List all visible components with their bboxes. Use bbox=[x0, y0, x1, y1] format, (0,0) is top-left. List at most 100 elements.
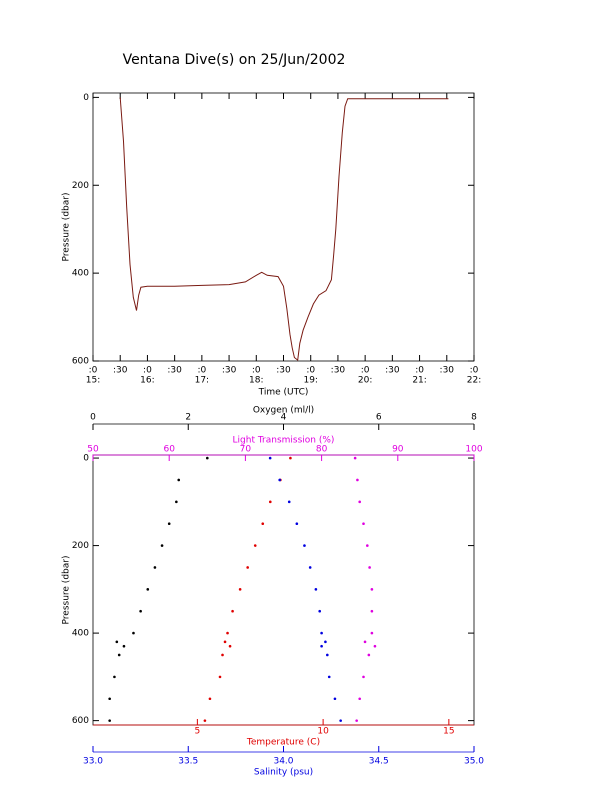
scatter-point bbox=[363, 640, 367, 644]
plot-frame bbox=[92, 92, 475, 362]
x-tick-label: :30 bbox=[113, 366, 128, 376]
x-tick-label: :0 bbox=[252, 366, 261, 376]
x-tick-hour-label: 19: bbox=[303, 376, 317, 386]
x-tick-label: :30 bbox=[276, 366, 291, 376]
scatter-point bbox=[203, 719, 207, 722]
scatter-point bbox=[231, 609, 234, 613]
x-tick-label: 35.0 bbox=[464, 757, 484, 767]
x-tick-label: 5 bbox=[194, 727, 200, 737]
x-tick-label: :30 bbox=[331, 366, 346, 376]
scatter-point bbox=[373, 644, 377, 648]
x-tick-label: 2 bbox=[185, 413, 191, 423]
x-axis-title: Light Transmission (%) bbox=[233, 436, 335, 446]
scatter-point bbox=[177, 478, 181, 482]
scatter-point bbox=[303, 544, 306, 547]
scatter-point bbox=[367, 653, 371, 657]
x-tick-hour-label: 16: bbox=[140, 376, 154, 386]
pressure-line bbox=[119, 97, 449, 362]
scatter-point bbox=[289, 456, 292, 460]
x-tick-label: :30 bbox=[440, 366, 455, 376]
x-tick-label: 6 bbox=[376, 413, 382, 423]
y-tick-label: 0 bbox=[83, 93, 89, 103]
scatter-point bbox=[358, 697, 362, 701]
scatter-point bbox=[318, 609, 321, 613]
scatter-point bbox=[139, 609, 142, 613]
x-tick-label: 34.0 bbox=[273, 757, 293, 767]
x-tick-label: 15 bbox=[443, 727, 454, 737]
scatter-point bbox=[314, 588, 318, 591]
x-tick-label: :0 bbox=[143, 366, 152, 376]
scatter-point bbox=[115, 640, 119, 644]
x-tick-label: 0 bbox=[90, 413, 96, 423]
y-tick-label: 200 bbox=[72, 541, 89, 551]
scatter-point bbox=[238, 588, 242, 591]
scatter-point bbox=[268, 456, 272, 460]
plot-frame bbox=[92, 454, 475, 726]
y-tick-label: 200 bbox=[72, 181, 89, 191]
scatter-point bbox=[122, 644, 126, 648]
x-tick-label: 70 bbox=[240, 445, 252, 455]
x-axis-title: Time (UTC) bbox=[258, 388, 309, 398]
scatter-point bbox=[278, 478, 281, 482]
scatter-point bbox=[175, 500, 178, 504]
x-tick-label: :0 bbox=[89, 366, 98, 376]
scatter-point bbox=[366, 544, 369, 547]
scatter-point bbox=[228, 644, 232, 648]
scatter-point bbox=[117, 653, 121, 657]
y-tick-label: 0 bbox=[83, 454, 89, 464]
x-tick-label: :0 bbox=[197, 366, 206, 376]
scatter-point bbox=[353, 456, 357, 460]
scatter-point bbox=[320, 631, 323, 635]
scatter-point bbox=[368, 566, 371, 569]
x-tick-hour-label: 20: bbox=[358, 376, 372, 386]
x-tick-label: :0 bbox=[415, 366, 424, 376]
scatter-point bbox=[370, 609, 374, 613]
scatter-point bbox=[339, 719, 342, 722]
scatter-point bbox=[356, 478, 359, 482]
scatter-point bbox=[362, 522, 365, 526]
scatter-point bbox=[327, 675, 331, 679]
x-tick-label: 50 bbox=[87, 445, 99, 455]
y-tick-label: 600 bbox=[72, 716, 89, 726]
x-tick-label: 10 bbox=[317, 727, 329, 737]
scatter-point bbox=[208, 697, 212, 701]
scatter-point bbox=[320, 644, 323, 648]
scatter-point bbox=[324, 640, 327, 644]
scatter-point bbox=[287, 500, 291, 504]
x-tick-label: 4 bbox=[281, 413, 287, 423]
scatter-point bbox=[362, 675, 365, 679]
x-tick-label: :30 bbox=[167, 366, 182, 376]
x-tick-hour-label: 18: bbox=[249, 376, 263, 386]
scatter-point bbox=[370, 631, 374, 635]
x-tick-label: 80 bbox=[316, 445, 328, 455]
x-tick-hour-label: 17: bbox=[195, 376, 209, 386]
scatter-point bbox=[108, 697, 111, 701]
y-axis-title: Pressure (dbar) bbox=[62, 193, 72, 262]
scatter-point bbox=[261, 522, 265, 526]
scatter-point bbox=[167, 522, 171, 526]
x-tick-label: :30 bbox=[222, 366, 237, 376]
scatter-point bbox=[308, 566, 312, 569]
scatter-point bbox=[355, 719, 358, 722]
scatter-point bbox=[223, 640, 227, 644]
x-tick-hour-label: 15: bbox=[86, 376, 100, 386]
y-tick-label: 400 bbox=[72, 629, 89, 639]
scatter-point bbox=[326, 653, 329, 657]
x-tick-label: :0 bbox=[470, 366, 479, 376]
scatter-point bbox=[253, 544, 257, 547]
scatter-point bbox=[160, 544, 164, 547]
y-tick-label: 600 bbox=[72, 357, 89, 367]
scatter-point bbox=[246, 566, 249, 569]
x-tick-label: :0 bbox=[361, 366, 370, 376]
x-tick-label: 33.5 bbox=[178, 757, 198, 767]
scatter-point bbox=[108, 719, 111, 722]
x-tick-label: 8 bbox=[471, 413, 477, 423]
x-tick-hour-label: 22: bbox=[467, 376, 481, 386]
x-tick-label: 34.5 bbox=[369, 757, 389, 767]
scatter-point bbox=[226, 631, 229, 635]
scatter-point bbox=[132, 631, 135, 635]
y-tick-label: 400 bbox=[72, 269, 89, 279]
y-axis-title: Pressure (dbar) bbox=[62, 556, 72, 625]
x-axis-title: Salinity (psu) bbox=[254, 768, 313, 778]
